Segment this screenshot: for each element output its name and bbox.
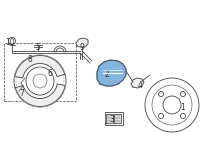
Bar <box>4 43 76 101</box>
Polygon shape <box>76 38 88 47</box>
Bar <box>105 112 123 125</box>
Polygon shape <box>15 84 65 106</box>
Text: 3: 3 <box>110 116 114 125</box>
Text: 4: 4 <box>138 81 142 90</box>
Text: 7: 7 <box>20 88 24 97</box>
Text: 1: 1 <box>181 102 185 112</box>
Text: 10: 10 <box>5 37 15 46</box>
Text: 5: 5 <box>36 42 40 51</box>
Polygon shape <box>131 78 144 88</box>
Text: 2: 2 <box>105 70 109 78</box>
Text: 9: 9 <box>80 42 84 51</box>
Polygon shape <box>106 114 113 123</box>
Polygon shape <box>97 60 126 86</box>
Polygon shape <box>114 114 121 123</box>
Text: 6: 6 <box>48 69 52 77</box>
Polygon shape <box>15 56 65 78</box>
Text: 8: 8 <box>28 55 32 64</box>
